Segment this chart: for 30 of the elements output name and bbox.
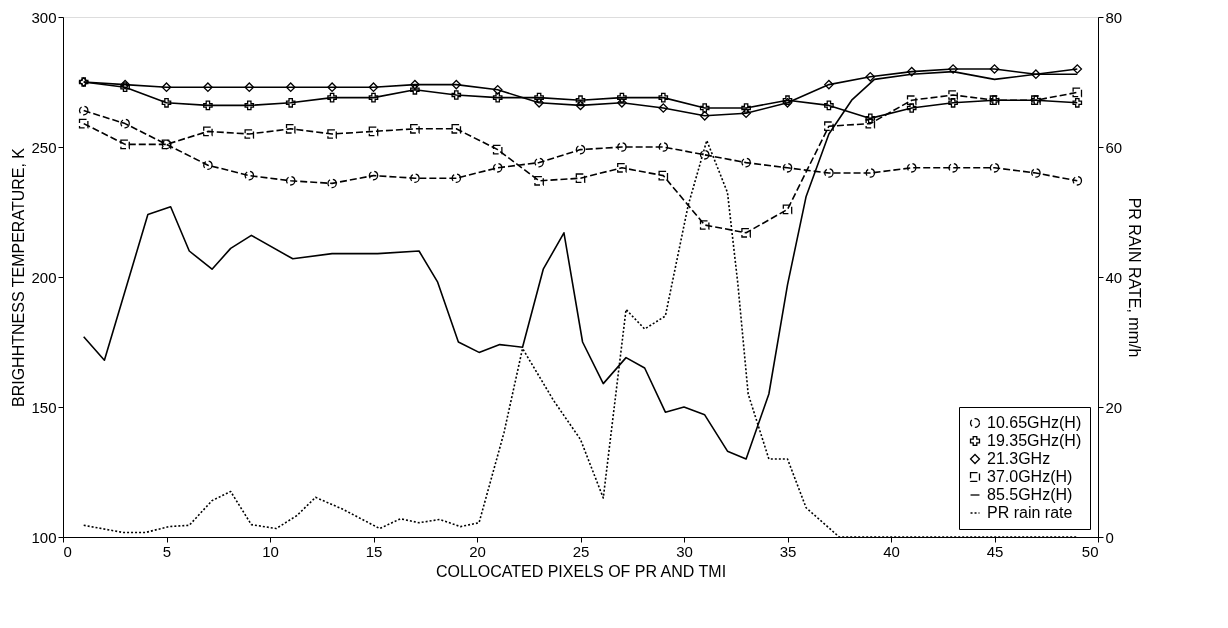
legend-label: 85.5GHz(H)	[987, 486, 1073, 503]
y2-axis-title: PR RAIN RATE, mm/h	[1126, 197, 1144, 358]
y-tick-label: 300	[31, 8, 57, 26]
y-tick-label: 200	[31, 268, 57, 286]
x-tick-label: 40	[883, 542, 900, 560]
legend-label: 37.0GHz(H)	[987, 468, 1073, 485]
legend-label: PR rain rate	[987, 504, 1073, 521]
x-tick-label: 0	[63, 542, 72, 560]
y2-tick-label: 0	[1105, 528, 1114, 546]
x-tick-label: 15	[365, 542, 383, 560]
y-tick-label: 150	[31, 398, 57, 416]
x-tick-label: 10	[262, 542, 279, 560]
y-axis-title: BRIGHHTNESS TEMPERATURE, K	[10, 147, 28, 407]
legend-label: 21.3GHz	[987, 450, 1051, 467]
x-tick-label: 45	[986, 542, 1004, 560]
x-tick-label: 5	[162, 542, 172, 560]
x-tick-label: 35	[779, 542, 797, 560]
y2-tick-label: 80	[1105, 8, 1123, 26]
y-tick-label: 100	[31, 528, 57, 546]
y-tick-label: 250	[31, 138, 57, 156]
y2-tick-label: 20	[1105, 398, 1123, 416]
legend-label: 10.65GHz(H)	[987, 414, 1082, 431]
x-tick-label: 50	[1081, 542, 1099, 560]
x-tick-label: 30	[676, 542, 693, 560]
x-tick-label: 25	[572, 542, 590, 560]
x-tick-label: 20	[469, 542, 486, 560]
y2-tick-label: 60	[1105, 138, 1123, 156]
x-axis-title: COLLOCATED PIXELS OF PR AND TMI	[435, 562, 727, 580]
legend-label: 19.35GHz(H)	[987, 432, 1082, 449]
y2-tick-label: 40	[1105, 268, 1123, 286]
